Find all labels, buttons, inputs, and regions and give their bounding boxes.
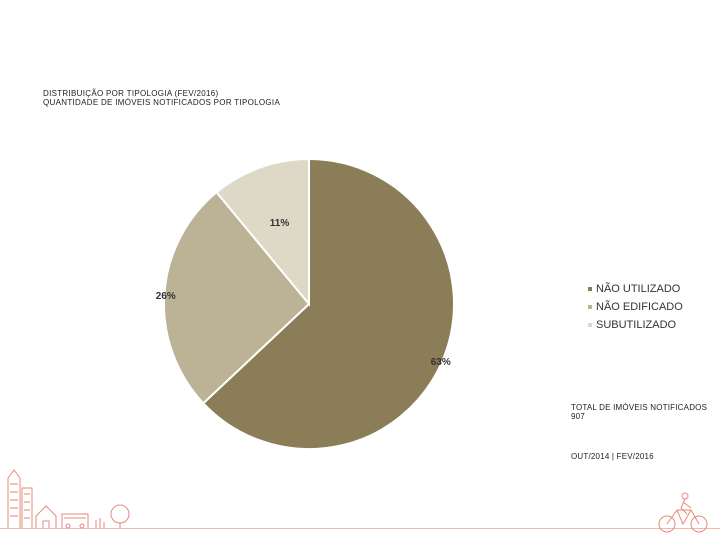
pie-slice-n-o-utilizado (201, 157, 456, 450)
total-block: TOTAL DE IMÓVEIS NOTIFICADOS 907 (571, 403, 707, 421)
total-label: TOTAL DE IMÓVEIS NOTIFICADOS (571, 403, 708, 412)
chart-title: DISTRIBUIÇÃO POR TIPOLOGIA (FEV/2016) (43, 89, 219, 98)
legend-item-nao-utilizado: NÃO UTILIZADO (588, 280, 683, 298)
legend-label: SUBUTILIZADO (596, 319, 677, 331)
period-label: OUT/2014 | FEV/2016 (571, 452, 654, 461)
footer-line (0, 528, 720, 529)
city-skyline-icon (7, 469, 130, 529)
legend-swatch (588, 305, 592, 309)
legend: NÃO UTILIZADO NÃO EDIFICADO SUBUTILIZADO (588, 280, 683, 334)
legend-item-nao-edificado: NÃO EDIFICADO (588, 298, 683, 316)
pie-slice-n-o-edificado (163, 190, 311, 405)
chart-header: DISTRIBUIÇÃO POR TIPOLOGIA (FEV/2016) QU… (43, 89, 280, 107)
legend-label: NÃO EDIFICADO (596, 301, 683, 313)
chart-subtitle: QUANTIDADE DE IMÓVEIS NOTIFICADOS POR TI… (43, 98, 281, 107)
legend-swatch (588, 287, 592, 291)
data-label: 26% (156, 291, 176, 302)
total-value: 907 (571, 412, 585, 421)
pie-slice-subutilizado (215, 157, 310, 307)
legend-swatch (588, 323, 592, 327)
legend-item-subutilizado: SUBUTILIZADO (588, 316, 683, 334)
cyclist-icon (658, 492, 708, 533)
legend-label: NÃO UTILIZADO (596, 283, 681, 295)
data-label: 11% (270, 218, 290, 229)
data-label: 63% (431, 357, 451, 368)
